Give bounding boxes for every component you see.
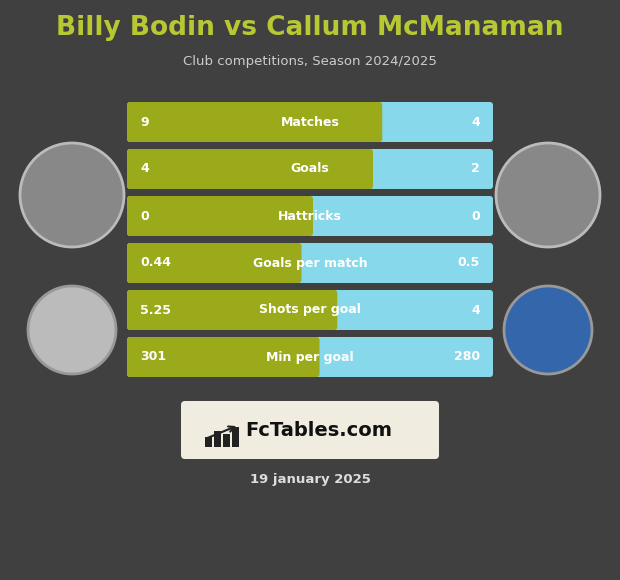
Text: 19 january 2025: 19 january 2025	[250, 473, 370, 487]
FancyBboxPatch shape	[127, 196, 493, 236]
Text: FcTables.com: FcTables.com	[245, 420, 392, 440]
FancyBboxPatch shape	[181, 401, 439, 459]
FancyBboxPatch shape	[127, 243, 493, 283]
FancyBboxPatch shape	[127, 196, 313, 236]
Bar	[214, 431, 221, 447]
FancyBboxPatch shape	[127, 337, 319, 377]
Text: Min per goal: Min per goal	[266, 350, 354, 364]
Circle shape	[504, 286, 592, 374]
Text: 0: 0	[471, 209, 480, 223]
Text: 9: 9	[140, 115, 149, 129]
Text: Goals per match: Goals per match	[253, 256, 367, 270]
Bar	[223, 434, 230, 447]
Text: 0.44: 0.44	[140, 256, 171, 270]
FancyBboxPatch shape	[127, 102, 493, 142]
Text: Club competitions, Season 2024/2025: Club competitions, Season 2024/2025	[183, 56, 437, 68]
Text: 2: 2	[471, 162, 480, 176]
Circle shape	[28, 286, 116, 374]
Text: Goals: Goals	[291, 162, 329, 176]
Text: Shots per goal: Shots per goal	[259, 303, 361, 317]
Text: 0: 0	[140, 209, 149, 223]
FancyBboxPatch shape	[127, 290, 337, 330]
Text: 4: 4	[471, 303, 480, 317]
Text: Hattricks: Hattricks	[278, 209, 342, 223]
FancyBboxPatch shape	[127, 290, 493, 330]
Bar	[232, 427, 239, 447]
Bar	[205, 437, 212, 447]
FancyBboxPatch shape	[127, 102, 383, 142]
FancyBboxPatch shape	[127, 243, 301, 283]
Text: Matches: Matches	[281, 115, 339, 129]
Circle shape	[496, 143, 600, 247]
FancyBboxPatch shape	[127, 149, 373, 189]
Text: 5.25: 5.25	[140, 303, 171, 317]
FancyBboxPatch shape	[127, 337, 493, 377]
Text: Billy Bodin vs Callum McManaman: Billy Bodin vs Callum McManaman	[56, 15, 564, 41]
Text: 301: 301	[140, 350, 166, 364]
Text: 280: 280	[454, 350, 480, 364]
Text: 4: 4	[140, 162, 149, 176]
Text: 0.5: 0.5	[458, 256, 480, 270]
Text: 4: 4	[471, 115, 480, 129]
FancyBboxPatch shape	[127, 149, 493, 189]
Circle shape	[20, 143, 124, 247]
